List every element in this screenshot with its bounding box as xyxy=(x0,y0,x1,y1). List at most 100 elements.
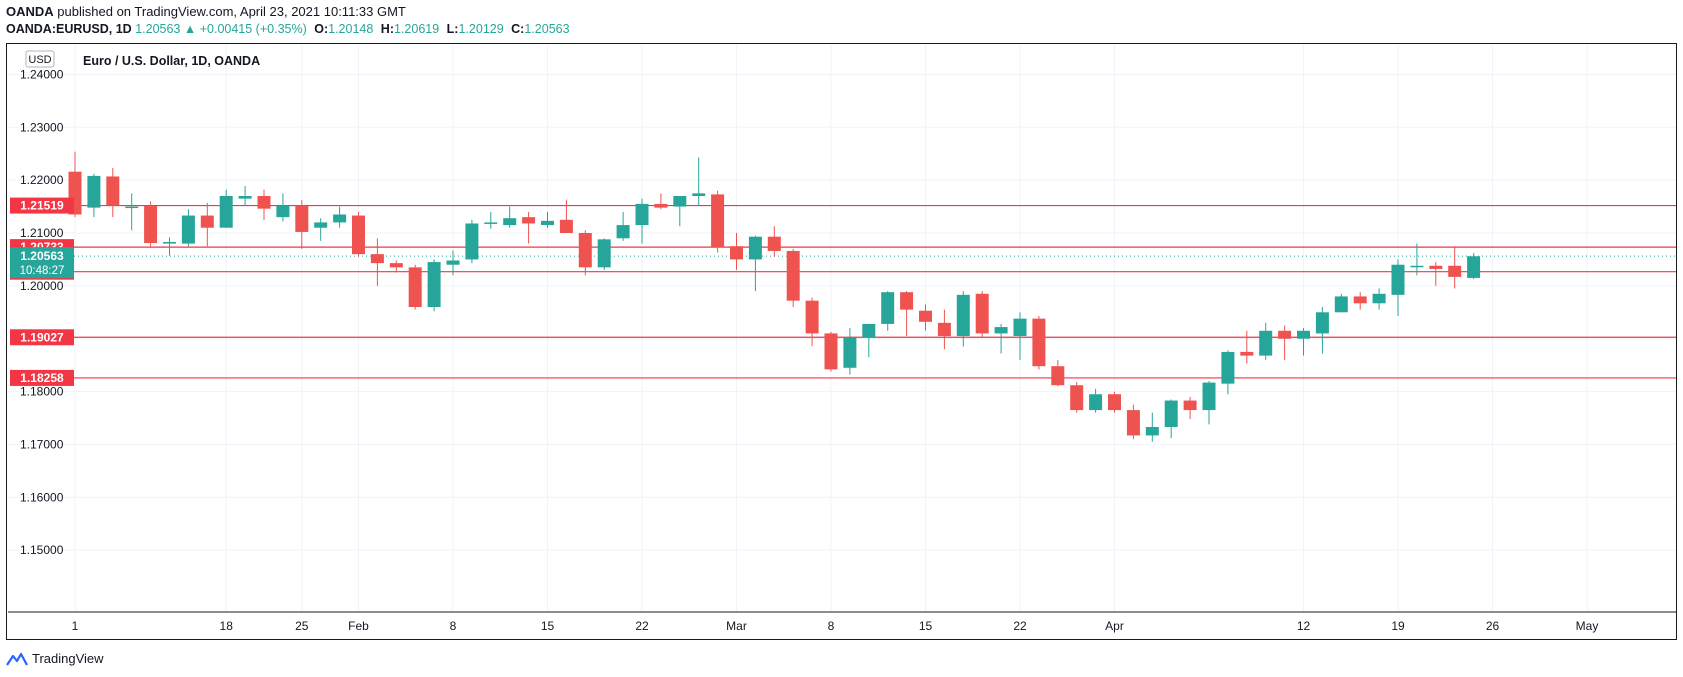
candle-body xyxy=(541,220,554,226)
candle xyxy=(1259,322,1273,360)
level-tag-label: 1.21519 xyxy=(20,199,64,213)
candle-body xyxy=(276,205,290,218)
candle xyxy=(994,323,1008,354)
candle-body xyxy=(1448,265,1462,277)
candle-body xyxy=(1126,410,1140,436)
candle-body xyxy=(1070,385,1084,411)
candle xyxy=(219,189,233,228)
candle xyxy=(1278,325,1292,360)
tradingview-logo-icon xyxy=(6,652,28,666)
y-tick-label: 1.18000 xyxy=(20,385,64,399)
candle-body xyxy=(314,222,328,228)
candle xyxy=(711,190,725,253)
candle-body xyxy=(975,293,989,334)
x-tick-label: 22 xyxy=(635,619,649,633)
candle xyxy=(748,235,762,292)
candle-body xyxy=(1467,256,1481,278)
candle xyxy=(767,226,781,257)
candle-body xyxy=(144,206,158,244)
candle xyxy=(333,206,347,228)
candle xyxy=(1467,253,1481,279)
candle-body xyxy=(125,206,139,209)
x-tick-label: 12 xyxy=(1297,619,1311,633)
candle xyxy=(881,291,895,331)
last-price-tag: 1.20563 10:48:27 xyxy=(10,247,74,279)
x-tick-label: Feb xyxy=(348,619,369,633)
x-tick-label: 19 xyxy=(1391,619,1405,633)
open-label: O: xyxy=(314,22,329,36)
candle-body xyxy=(843,337,857,368)
level-tag-box xyxy=(10,197,74,214)
level-tag-label: 1.19027 xyxy=(20,330,64,344)
candle-body xyxy=(654,203,668,208)
candle xyxy=(238,185,252,206)
candle-body xyxy=(692,193,706,196)
close-label: C: xyxy=(511,22,525,36)
candle-body xyxy=(200,215,214,228)
candle-body xyxy=(635,203,649,226)
candle xyxy=(786,248,800,307)
y-tick-label: 1.22000 xyxy=(20,173,64,187)
candle-body xyxy=(1183,400,1197,411)
candle xyxy=(541,211,554,228)
x-tick-label: 25 xyxy=(295,619,309,633)
candle-body xyxy=(824,333,838,370)
x-tick-label: 8 xyxy=(828,619,835,633)
currency-badge: USD xyxy=(25,50,55,68)
candle xyxy=(370,238,384,286)
level-tag-label: 1.18258 xyxy=(20,371,64,385)
y-tick-label: 1.17000 xyxy=(20,437,64,451)
candle xyxy=(597,238,611,270)
up-arrow-icon: ▲ xyxy=(183,22,197,36)
candle xyxy=(692,157,706,205)
candle-body xyxy=(389,263,403,268)
candle xyxy=(824,331,838,372)
candle xyxy=(1429,262,1443,286)
candle xyxy=(1221,350,1235,395)
candle xyxy=(937,309,951,350)
candle xyxy=(1032,315,1046,370)
candle-body xyxy=(616,225,630,239)
high-value: 1.20619 xyxy=(394,22,440,36)
candle xyxy=(1051,359,1065,387)
candle xyxy=(1164,399,1178,439)
candle-body xyxy=(106,176,120,206)
candle-body xyxy=(1334,296,1348,313)
candle-body xyxy=(1240,351,1254,356)
candle xyxy=(730,233,743,270)
last-price-box xyxy=(10,247,74,279)
candle xyxy=(465,219,479,264)
candle-body xyxy=(900,292,914,310)
change-value: +0.00415 (+0.35%) xyxy=(199,22,307,36)
level-tag-box xyxy=(10,329,74,346)
tradingview-brand: TradingView xyxy=(32,651,104,666)
candle xyxy=(1391,259,1405,316)
candle xyxy=(673,196,687,227)
candle-body xyxy=(748,236,762,260)
candle xyxy=(1202,381,1216,425)
candle xyxy=(654,193,668,210)
candle-body xyxy=(522,217,536,224)
candle-body xyxy=(559,219,573,233)
candle-body xyxy=(1429,265,1443,269)
candle-body xyxy=(484,222,498,224)
countdown-label: 10:48:27 xyxy=(20,265,65,277)
candle-body xyxy=(1051,366,1065,386)
x-tick-label: Mar xyxy=(726,619,747,633)
candle-body xyxy=(238,196,252,199)
tradingview-footer[interactable]: TradingView xyxy=(6,651,104,666)
candle xyxy=(408,264,422,310)
chart-title: Euro / U.S. Dollar, 1D, OANDA xyxy=(83,54,260,68)
y-tick-label: 1.15000 xyxy=(20,543,64,557)
candle xyxy=(1183,396,1197,420)
close-value: 1.20563 xyxy=(524,22,570,36)
candle-body xyxy=(673,196,687,207)
candle xyxy=(616,211,630,241)
candle-body xyxy=(786,250,800,301)
candle xyxy=(1353,292,1367,310)
candle xyxy=(559,199,573,233)
publisher-line: OANDA published on TradingView.com, Apri… xyxy=(6,4,406,19)
candle xyxy=(106,167,120,218)
candle-body xyxy=(711,194,725,248)
